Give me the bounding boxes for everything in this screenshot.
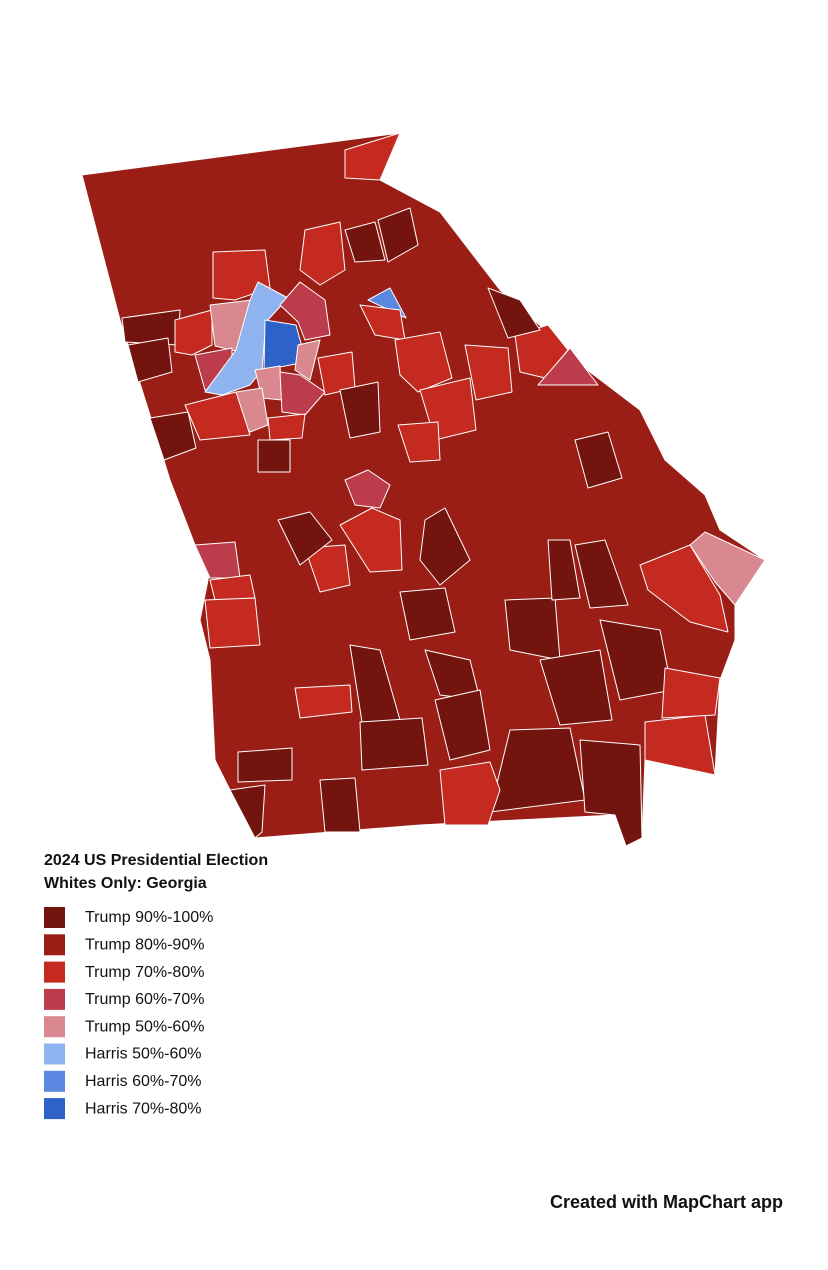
county-region	[344, 221, 386, 263]
county-region	[644, 714, 716, 776]
county-region	[439, 761, 501, 826]
county-region	[229, 784, 266, 839]
county-region	[539, 649, 613, 726]
legend-label: Trump 80%-90%	[85, 937, 204, 954]
county-region	[434, 689, 491, 761]
county-region	[377, 207, 419, 263]
county-region	[174, 309, 213, 356]
credit: Created with MapChart app	[550, 1192, 783, 1212]
county-region	[294, 684, 353, 719]
georgia-map	[81, 132, 766, 847]
county-region	[237, 747, 293, 783]
county-region	[359, 717, 429, 771]
legend-label: Trump 50%-60%	[85, 1018, 204, 1035]
legend-swatch	[44, 1016, 65, 1038]
county-region	[194, 541, 241, 579]
county-region	[209, 574, 256, 601]
county-region	[399, 587, 456, 641]
legend-label: Trump 90%-100%	[85, 909, 213, 926]
county-region	[149, 411, 197, 461]
legend-swatch	[44, 988, 65, 1010]
legend: Trump 90%-100% Trump 80%-90% Trump 70%-80%…	[44, 907, 213, 1120]
county-region	[277, 511, 333, 566]
county-region	[661, 667, 721, 719]
county-region	[547, 539, 581, 601]
legend-label: Harris 50%-60%	[85, 1046, 201, 1063]
legend-swatch	[44, 1070, 65, 1092]
county-region	[294, 339, 321, 381]
legend-swatch	[44, 961, 65, 983]
county-region	[279, 371, 326, 416]
county-region	[464, 344, 513, 401]
legend-label: Harris 60%-70%	[85, 1073, 201, 1090]
county-region	[579, 739, 643, 847]
county-region	[574, 539, 629, 609]
county-region	[394, 331, 453, 393]
county-region	[267, 413, 306, 441]
county-region	[344, 469, 391, 509]
county-region	[299, 221, 346, 286]
map-title: 2024 US Presidential Election	[44, 852, 268, 869]
county-region	[419, 507, 471, 586]
county-region	[184, 391, 251, 441]
county-region	[574, 431, 623, 489]
county-region	[304, 544, 351, 593]
legend-label: Trump 70%-80%	[85, 964, 204, 981]
county-region	[504, 597, 561, 661]
county-region	[319, 777, 361, 833]
county-region	[204, 281, 289, 396]
county-region	[344, 132, 401, 181]
legend-swatch	[44, 934, 65, 956]
legend-label: Trump 60%-70%	[85, 991, 204, 1008]
county-region	[127, 337, 173, 383]
county-region	[339, 381, 381, 439]
county-region	[339, 507, 403, 573]
map-subtitle: Whites Only: Georgia	[44, 875, 207, 892]
county-region	[487, 287, 541, 339]
county-region	[397, 421, 441, 463]
legend-swatch	[44, 1043, 65, 1065]
county-region	[689, 531, 766, 606]
legend-swatch	[44, 1098, 65, 1120]
county-region	[279, 281, 331, 341]
county-region	[204, 597, 261, 649]
county-region	[257, 439, 291, 473]
legend-swatch	[44, 907, 65, 928]
legend-label: Harris 70%-80%	[85, 1100, 201, 1117]
county-region	[537, 347, 599, 386]
